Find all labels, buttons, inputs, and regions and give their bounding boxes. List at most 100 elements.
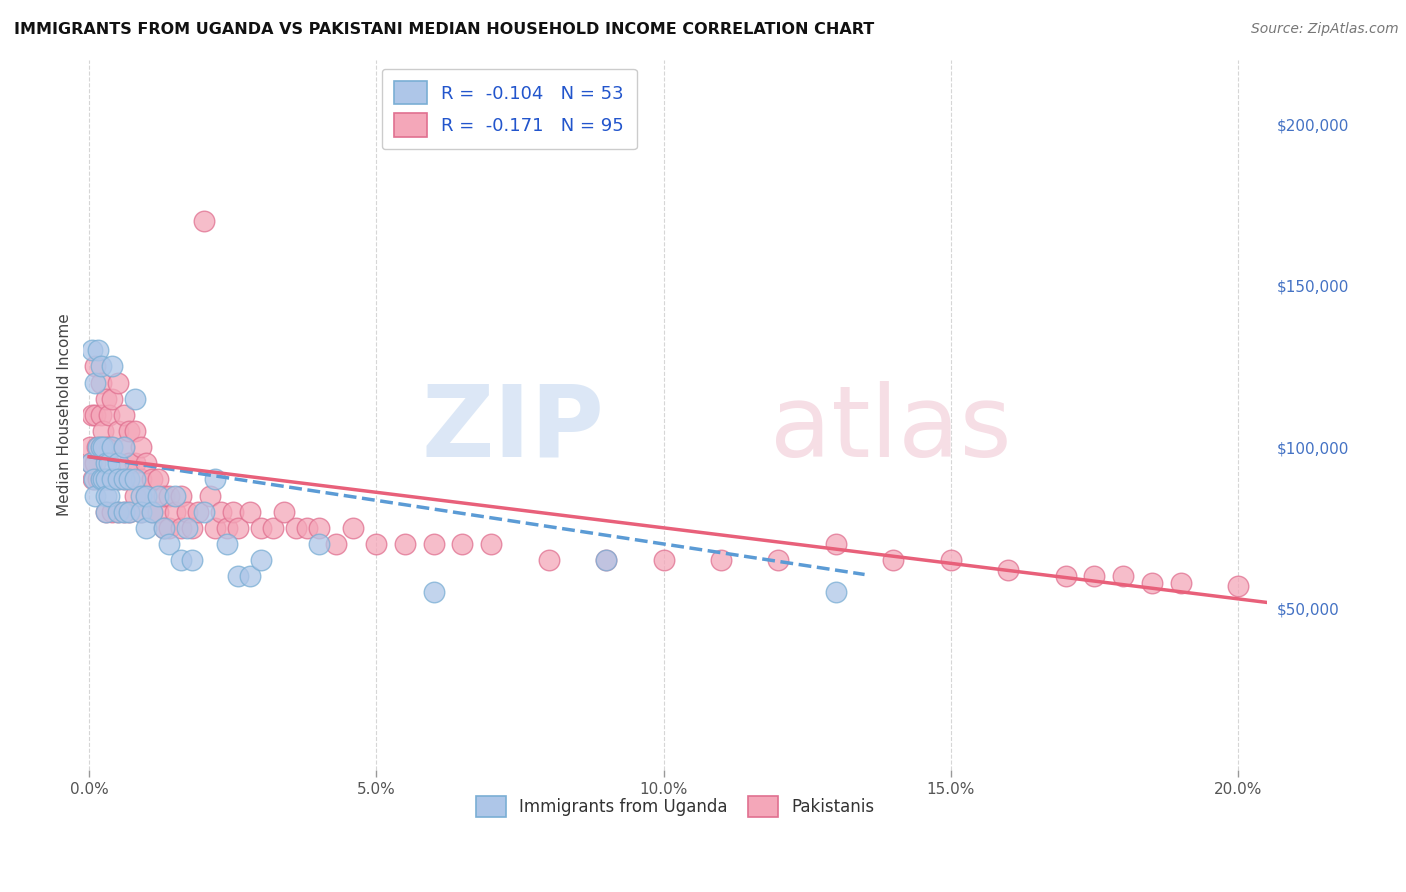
- Point: [135, 489, 157, 503]
- Point: [83, 472, 105, 486]
- Point: [107, 472, 129, 486]
- Point: [394, 537, 416, 551]
- Point: [1083, 569, 1105, 583]
- Point: [89, 359, 111, 374]
- Point: [112, 472, 135, 486]
- Point: [101, 392, 124, 406]
- Point: [96, 472, 118, 486]
- Point: [86, 472, 108, 486]
- Point: [80, 343, 103, 358]
- Point: [93, 472, 115, 486]
- Point: [93, 424, 115, 438]
- Point: [107, 505, 129, 519]
- Point: [768, 553, 790, 567]
- Point: [129, 472, 152, 486]
- Point: [366, 537, 388, 551]
- Point: [1054, 569, 1077, 583]
- Point: [80, 456, 103, 470]
- Point: [1112, 569, 1135, 583]
- Point: [89, 472, 111, 486]
- Point: [129, 440, 152, 454]
- Point: [79, 440, 101, 454]
- Point: [96, 440, 118, 454]
- Point: [451, 537, 474, 551]
- Point: [101, 440, 124, 454]
- Point: [152, 521, 174, 535]
- Point: [93, 440, 115, 454]
- Point: [710, 553, 733, 567]
- Point: [112, 472, 135, 486]
- Point: [107, 376, 129, 390]
- Point: [83, 376, 105, 390]
- Point: [595, 553, 617, 567]
- Point: [86, 440, 108, 454]
- Point: [141, 505, 163, 519]
- Point: [297, 521, 319, 535]
- Point: [187, 505, 209, 519]
- Point: [422, 585, 444, 599]
- Point: [159, 521, 181, 535]
- Point: [135, 521, 157, 535]
- Point: [118, 472, 141, 486]
- Point: [135, 489, 157, 503]
- Point: [146, 472, 169, 486]
- Point: [308, 537, 330, 551]
- Point: [83, 489, 105, 503]
- Point: [98, 472, 121, 486]
- Point: [89, 376, 111, 390]
- Point: [882, 553, 904, 567]
- Point: [124, 392, 146, 406]
- Point: [98, 408, 121, 422]
- Point: [80, 408, 103, 422]
- Point: [93, 472, 115, 486]
- Point: [82, 472, 104, 486]
- Y-axis label: Median Household Income: Median Household Income: [58, 313, 72, 516]
- Point: [141, 472, 163, 486]
- Point: [1140, 575, 1163, 590]
- Point: [129, 505, 152, 519]
- Text: atlas: atlas: [769, 381, 1011, 477]
- Point: [86, 440, 108, 454]
- Point: [342, 521, 364, 535]
- Point: [152, 489, 174, 503]
- Point: [83, 359, 105, 374]
- Point: [101, 440, 124, 454]
- Point: [135, 456, 157, 470]
- Point: [939, 553, 962, 567]
- Point: [228, 521, 250, 535]
- Point: [193, 214, 215, 228]
- Point: [176, 521, 198, 535]
- Point: [89, 440, 111, 454]
- Point: [118, 505, 141, 519]
- Point: [83, 408, 105, 422]
- Point: [98, 456, 121, 470]
- Point: [170, 553, 193, 567]
- Point: [165, 489, 187, 503]
- Point: [89, 408, 111, 422]
- Point: [107, 472, 129, 486]
- Point: [308, 521, 330, 535]
- Point: [595, 553, 617, 567]
- Point: [80, 456, 103, 470]
- Point: [181, 521, 204, 535]
- Point: [193, 505, 215, 519]
- Point: [89, 440, 111, 454]
- Point: [98, 489, 121, 503]
- Point: [112, 408, 135, 422]
- Point: [215, 537, 238, 551]
- Point: [129, 489, 152, 503]
- Point: [170, 489, 193, 503]
- Point: [101, 472, 124, 486]
- Point: [112, 505, 135, 519]
- Point: [124, 472, 146, 486]
- Point: [1227, 579, 1250, 593]
- Point: [239, 569, 262, 583]
- Text: Source: ZipAtlas.com: Source: ZipAtlas.com: [1251, 22, 1399, 37]
- Point: [215, 521, 238, 535]
- Point: [159, 489, 181, 503]
- Point: [204, 472, 226, 486]
- Point: [96, 489, 118, 503]
- Legend: Immigrants from Uganda, Pakistanis: Immigrants from Uganda, Pakistanis: [468, 788, 883, 826]
- Point: [107, 424, 129, 438]
- Point: [101, 505, 124, 519]
